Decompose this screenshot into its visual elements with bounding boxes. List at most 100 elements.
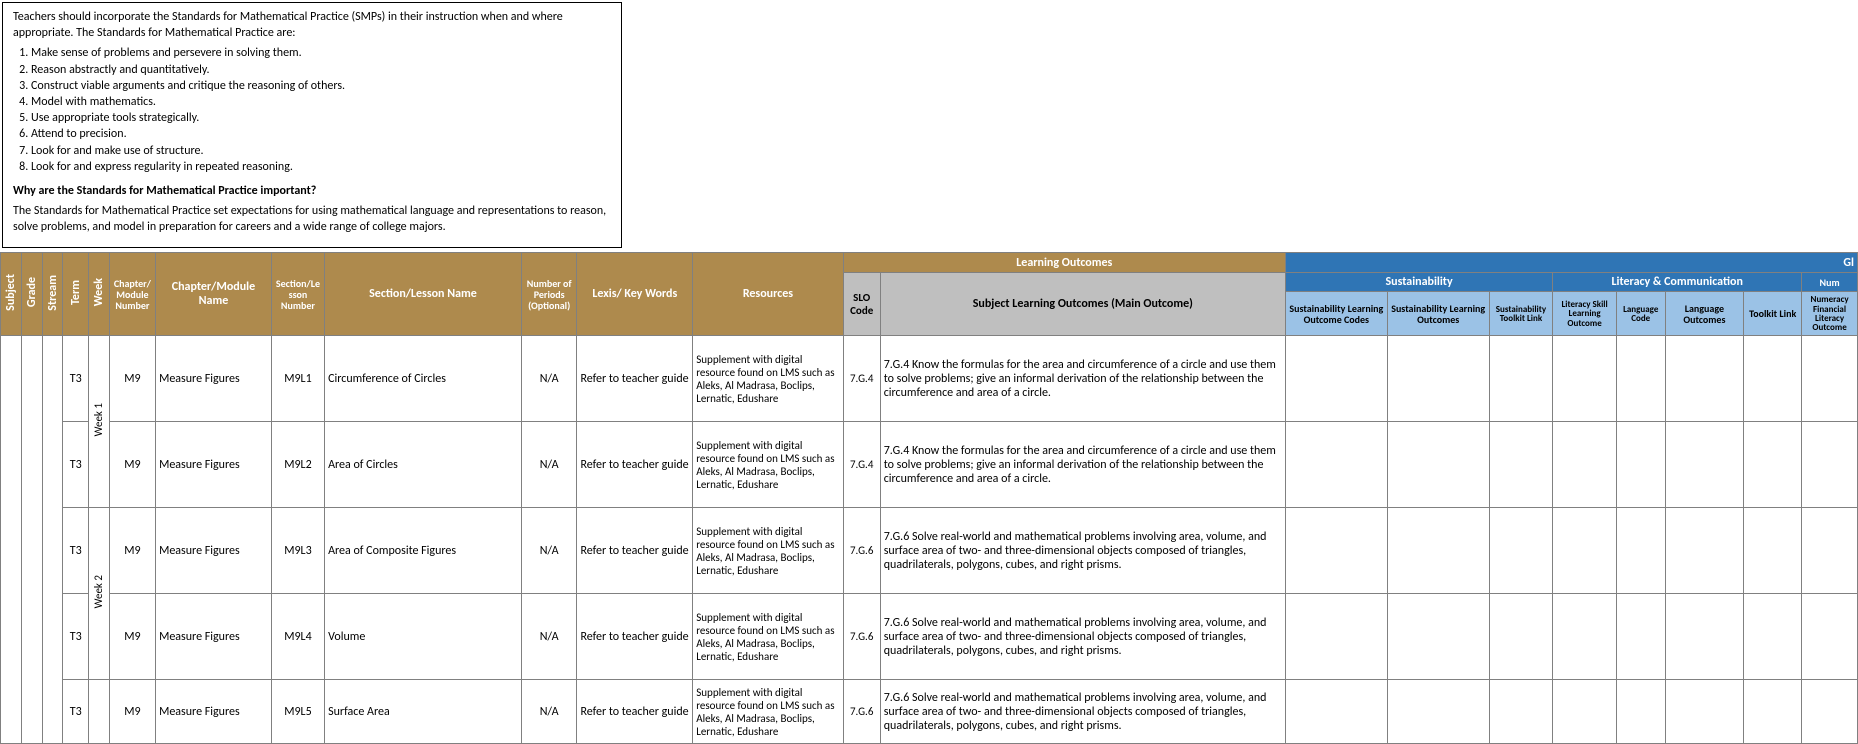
cell-slo[interactable]: 7.G.4 Know the formulas for the area and… [880, 336, 1285, 422]
cell-slo[interactable]: 7.G.6 Solve real-world and mathematical … [880, 594, 1285, 680]
cell-empty[interactable] [1285, 508, 1387, 594]
cell-term[interactable]: T3 [63, 680, 88, 744]
cell-module[interactable]: M9 [109, 422, 155, 508]
cell-lesson-num[interactable]: M9L1 [271, 336, 324, 422]
cell-slo-code[interactable]: 7.G.4 [843, 336, 880, 422]
cell-slo-code[interactable]: 7.G.6 [843, 680, 880, 744]
cell-empty[interactable] [1616, 336, 1665, 422]
cell-empty[interactable] [1489, 680, 1553, 744]
cell-empty[interactable] [1744, 680, 1802, 744]
cell-empty[interactable] [1489, 508, 1553, 594]
cell-empty[interactable] [1616, 508, 1665, 594]
cell-empty[interactable] [1553, 594, 1617, 680]
cell-empty[interactable] [1489, 336, 1553, 422]
cell-lesson-name[interactable]: Volume [325, 594, 522, 680]
cell-empty[interactable] [1387, 336, 1489, 422]
cell-week[interactable] [88, 680, 109, 744]
cell-periods[interactable]: N/A [521, 422, 577, 508]
cell-lesson-num[interactable]: M9L3 [271, 508, 324, 594]
cell-empty[interactable] [1553, 422, 1617, 508]
cell-empty[interactable] [1489, 594, 1553, 680]
cell-empty[interactable] [1665, 336, 1744, 422]
cell-slo[interactable]: 7.G.6 Solve real-world and mathematical … [880, 680, 1285, 744]
cell-lesson-num[interactable]: M9L5 [271, 680, 324, 744]
cell-empty[interactable] [1285, 422, 1387, 508]
cell-week[interactable]: Week 1 [88, 336, 109, 508]
cell-empty[interactable] [1285, 594, 1387, 680]
cell-empty[interactable] [1285, 680, 1387, 744]
cell-empty[interactable] [1744, 336, 1802, 422]
cell-empty[interactable] [1616, 594, 1665, 680]
cell-empty[interactable] [1616, 680, 1665, 744]
cell-empty[interactable] [1665, 508, 1744, 594]
table-row[interactable]: T3 M9 Measure Figures M9L2 Area of Circl… [1, 422, 1858, 508]
cell-slo-code[interactable]: 7.G.6 [843, 594, 880, 680]
cell-lexis[interactable]: Refer to teacher guide [577, 336, 693, 422]
cell-resources[interactable]: Supplement with digital resource found o… [693, 680, 843, 744]
cell-resources[interactable]: Supplement with digital resource found o… [693, 422, 843, 508]
cell-empty[interactable] [1387, 422, 1489, 508]
cell-empty[interactable] [1387, 508, 1489, 594]
cell-periods[interactable]: N/A [521, 680, 577, 744]
cell-empty[interactable] [1744, 594, 1802, 680]
cell-chapter[interactable]: Measure Figures [156, 594, 272, 680]
cell-chapter[interactable]: Measure Figures [156, 422, 272, 508]
cell-module[interactable]: M9 [109, 336, 155, 422]
cell-term[interactable]: T3 [63, 594, 88, 680]
cell-periods[interactable]: N/A [521, 594, 577, 680]
cell-resources[interactable]: Supplement with digital resource found o… [693, 508, 843, 594]
cell-empty[interactable] [1665, 594, 1744, 680]
cell-grade[interactable] [21, 336, 42, 744]
cell-term[interactable]: T3 [63, 422, 88, 508]
cell-empty[interactable] [1665, 680, 1744, 744]
cell-empty[interactable] [1489, 422, 1553, 508]
cell-lexis[interactable]: Refer to teacher guide [577, 680, 693, 744]
cell-empty[interactable] [1802, 680, 1858, 744]
cell-subject[interactable] [1, 336, 22, 744]
cell-module[interactable]: M9 [109, 508, 155, 594]
table-row[interactable]: T3 Week 2 M9 Measure Figures M9L3 Area o… [1, 508, 1858, 594]
cell-module[interactable]: M9 [109, 680, 155, 744]
cell-empty[interactable] [1802, 508, 1858, 594]
cell-chapter[interactable]: Measure Figures [156, 336, 272, 422]
table-row[interactable]: T3 M9 Measure Figures M9L5 Surface Area … [1, 680, 1858, 744]
cell-periods[interactable]: N/A [521, 336, 577, 422]
cell-slo-code[interactable]: 7.G.4 [843, 422, 880, 508]
cell-empty[interactable] [1387, 594, 1489, 680]
cell-lexis[interactable]: Refer to teacher guide [577, 594, 693, 680]
cell-periods[interactable]: N/A [521, 508, 577, 594]
cell-empty[interactable] [1387, 680, 1489, 744]
cell-empty[interactable] [1553, 508, 1617, 594]
cell-chapter[interactable]: Measure Figures [156, 680, 272, 744]
cell-resources[interactable]: Supplement with digital resource found o… [693, 594, 843, 680]
cell-slo-code[interactable]: 7.G.6 [843, 508, 880, 594]
cell-lesson-num[interactable]: M9L2 [271, 422, 324, 508]
table-row[interactable]: T3 M9 Measure Figures M9L4 Volume N/A Re… [1, 594, 1858, 680]
cell-lexis[interactable]: Refer to teacher guide [577, 422, 693, 508]
cell-lesson-name[interactable]: Area of Composite Figures [325, 508, 522, 594]
cell-empty[interactable] [1553, 336, 1617, 422]
cell-resources[interactable]: Supplement with digital resource found o… [693, 336, 843, 422]
cell-week[interactable]: Week 2 [88, 508, 109, 680]
cell-empty[interactable] [1616, 422, 1665, 508]
cell-stream[interactable] [42, 336, 63, 744]
cell-empty[interactable] [1744, 508, 1802, 594]
cell-lesson-name[interactable]: Circumference of Circles [325, 336, 522, 422]
cell-lesson-num[interactable]: M9L4 [271, 594, 324, 680]
cell-module[interactable]: M9 [109, 594, 155, 680]
cell-empty[interactable] [1802, 594, 1858, 680]
cell-lesson-name[interactable]: Surface Area [325, 680, 522, 744]
table-row[interactable]: T3 Week 1 M9 Measure Figures M9L1 Circum… [1, 336, 1858, 422]
cell-lexis[interactable]: Refer to teacher guide [577, 508, 693, 594]
cell-slo[interactable]: 7.G.6 Solve real-world and mathematical … [880, 508, 1285, 594]
cell-empty[interactable] [1553, 680, 1617, 744]
cell-empty[interactable] [1802, 422, 1858, 508]
cell-lesson-name[interactable]: Area of Circles [325, 422, 522, 508]
cell-slo[interactable]: 7.G.4 Know the formulas for the area and… [880, 422, 1285, 508]
cell-term[interactable]: T3 [63, 336, 88, 422]
cell-empty[interactable] [1802, 336, 1858, 422]
cell-chapter[interactable]: Measure Figures [156, 508, 272, 594]
cell-empty[interactable] [1285, 336, 1387, 422]
cell-empty[interactable] [1744, 422, 1802, 508]
cell-empty[interactable] [1665, 422, 1744, 508]
